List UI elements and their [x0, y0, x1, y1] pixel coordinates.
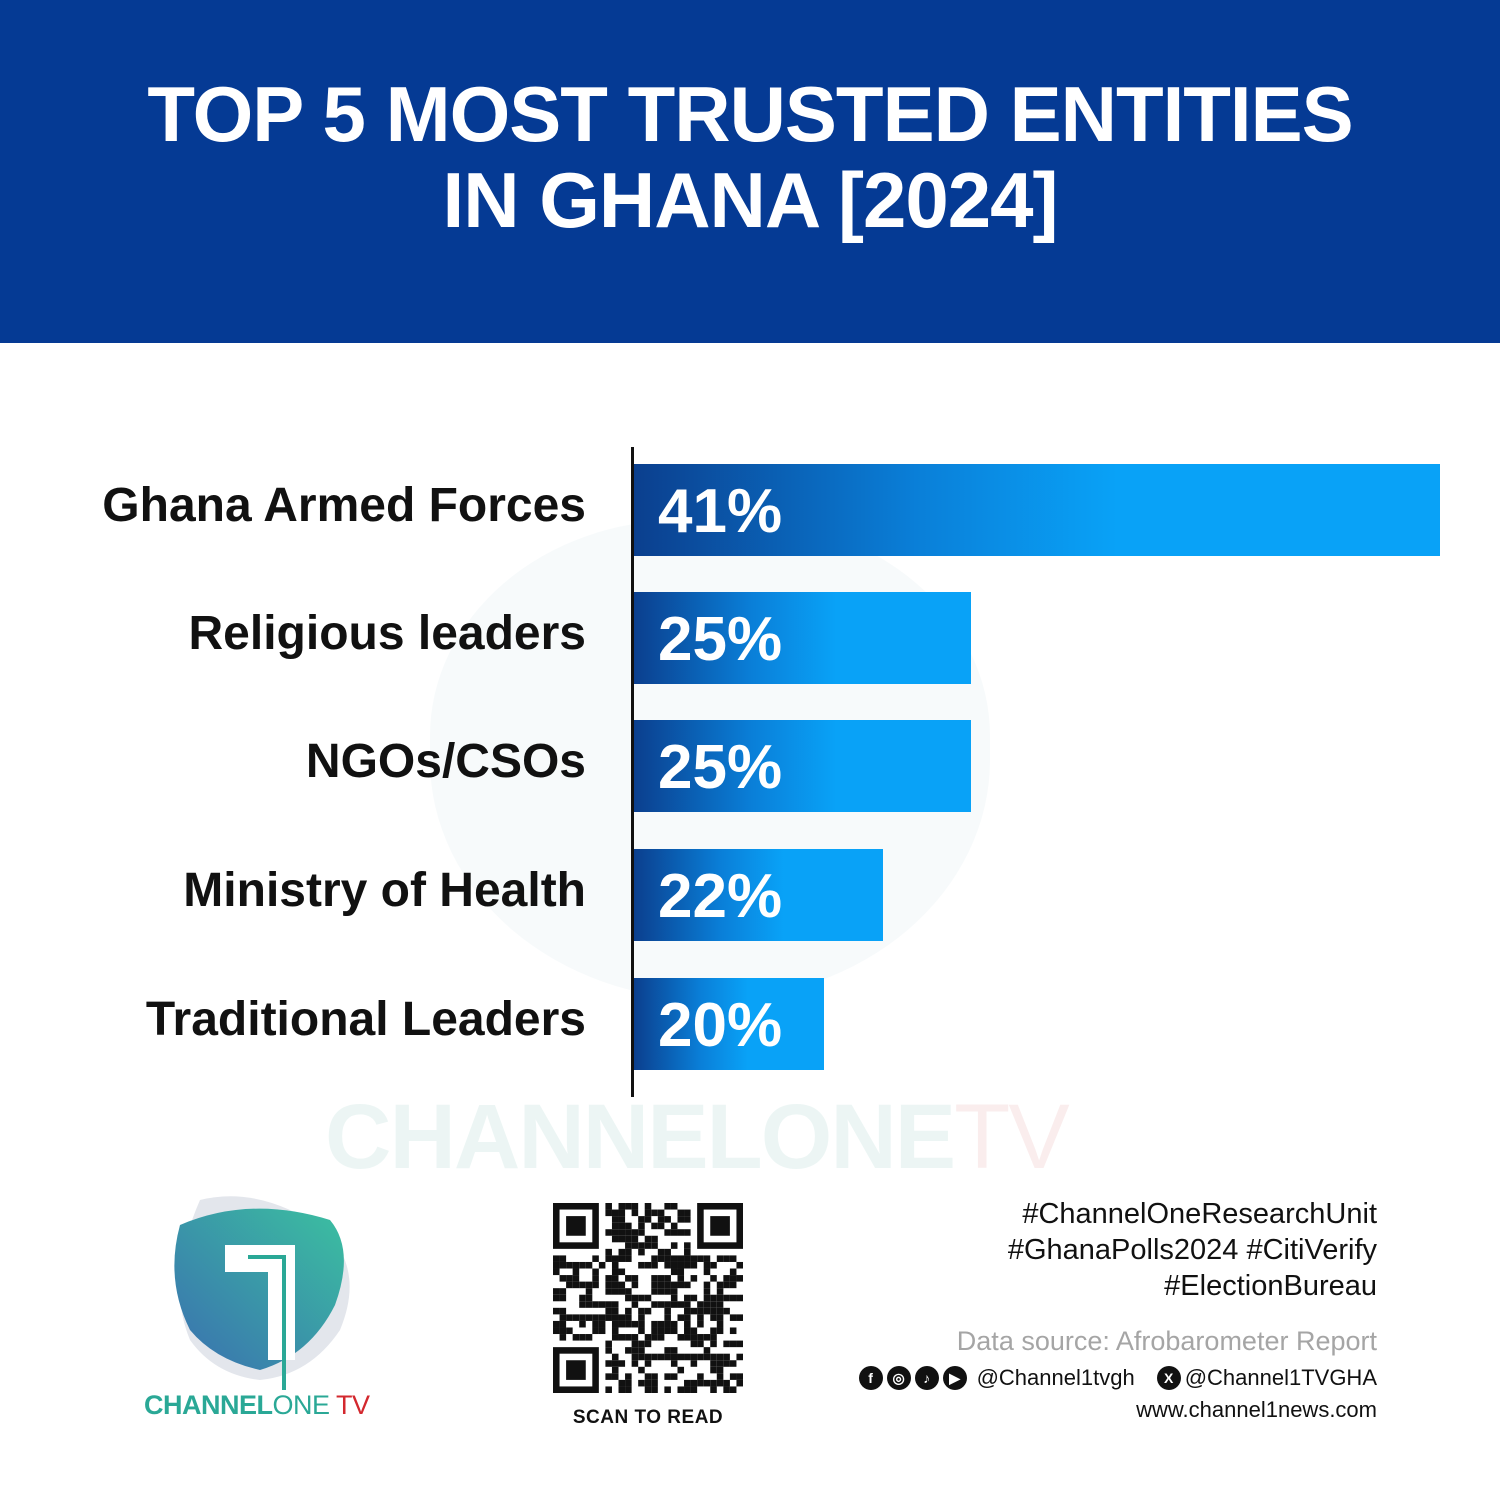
title-line-1: TOP 5 MOST TRUSTED ENTITIES: [147, 69, 1353, 158]
bar: [634, 849, 884, 941]
bar: [634, 464, 1440, 556]
data-label: 25%: [658, 605, 783, 674]
data-label: 25%: [658, 733, 783, 802]
facebook-icon[interactable]: f: [858, 1366, 883, 1390]
hashtag-line: #GhanaPolls2024 #CitiVerify: [1007, 1234, 1377, 1266]
logo-channel: CHANNEL: [144, 1390, 273, 1420]
title-line-2: IN GHANA [2024]: [442, 155, 1059, 244]
watermark-main: CHANNELONE: [325, 1086, 956, 1188]
category-label: Traditional Leaders: [145, 993, 586, 1046]
qr-caption: SCAN TO READ: [572, 1407, 724, 1428]
hashtag-line: #ElectionBureau: [1164, 1270, 1377, 1302]
data-label: 22%: [658, 862, 783, 931]
data-label: 20%: [658, 991, 783, 1060]
logo-one: ONE: [272, 1390, 331, 1420]
social-handles: f ◎ ♪ ▶ @Channel1tvgh X @Channel1TVGHA: [858, 1365, 1377, 1391]
watermark-tv: TV: [954, 1086, 1070, 1188]
data-source: Data source: Afrobarometer Report: [956, 1326, 1377, 1356]
category-label: Ministry of Health: [183, 864, 586, 917]
youtube-icon[interactable]: ▶: [942, 1366, 967, 1390]
category-label: Ghana Armed Forces: [102, 479, 586, 532]
title-banner: TOP 5 MOST TRUSTED ENTITIES IN GHANA [20…: [0, 0, 1500, 343]
category-label: Religious leaders: [188, 607, 586, 660]
channel-one-logo-icon: [174, 1196, 350, 1390]
data-label: 41%: [658, 477, 783, 546]
bar: [634, 592, 971, 684]
watermark: CHANNELONETV: [325, 1085, 1070, 1190]
handle-1[interactable]: @Channel1tvgh: [976, 1365, 1135, 1390]
instagram-icon[interactable]: ◎: [886, 1366, 911, 1390]
qr-code[interactable]: [553, 1203, 743, 1393]
footer-info: #ChannelOneResearchUnit #GhanaPolls2024 …: [858, 1196, 1377, 1423]
tiktok-icon[interactable]: ♪: [914, 1366, 939, 1390]
x-icon[interactable]: X: [1156, 1366, 1181, 1390]
category-label: NGOs/CSOs: [305, 735, 586, 788]
logo-tv: TV: [329, 1390, 370, 1420]
bar: [634, 978, 825, 1070]
handle-2[interactable]: @Channel1TVGHA: [1184, 1365, 1377, 1390]
logo-wordmark: CHANNELONE TV: [144, 1390, 370, 1421]
bar: [634, 720, 971, 812]
website-link[interactable]: www.channel1news.com: [1136, 1397, 1377, 1422]
y-axis-line: [631, 447, 634, 1097]
hashtag-line: #ChannelOneResearchUnit: [1022, 1198, 1377, 1230]
